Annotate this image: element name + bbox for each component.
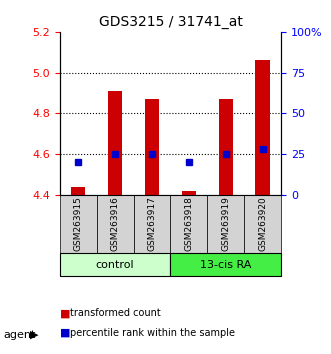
Text: 13-cis RA: 13-cis RA [200,260,252,270]
Text: ■: ■ [60,308,70,318]
FancyBboxPatch shape [208,195,244,253]
Bar [71,187,85,195]
Bar [181,191,196,195]
Text: GSM263915: GSM263915 [73,196,82,251]
FancyBboxPatch shape [170,253,281,276]
Text: transformed count: transformed count [70,308,160,318]
Text: ■: ■ [60,328,70,338]
Bar [108,91,122,195]
Bar [256,61,270,195]
Text: GSM263919: GSM263919 [221,196,230,251]
Bar [218,99,233,195]
FancyBboxPatch shape [60,253,170,276]
FancyBboxPatch shape [97,195,133,253]
Text: GSM263920: GSM263920 [259,196,267,251]
Bar [145,99,160,195]
Text: agent: agent [3,330,36,339]
Text: ▶: ▶ [30,330,38,339]
FancyBboxPatch shape [133,195,170,253]
FancyBboxPatch shape [170,195,208,253]
FancyBboxPatch shape [60,195,97,253]
FancyBboxPatch shape [244,195,281,253]
Text: percentile rank within the sample: percentile rank within the sample [70,328,234,338]
Text: GSM263917: GSM263917 [148,196,157,251]
Text: GSM263916: GSM263916 [111,196,119,251]
Title: GDS3215 / 31741_at: GDS3215 / 31741_at [99,16,242,29]
Text: GSM263918: GSM263918 [184,196,193,251]
Text: control: control [96,260,134,270]
